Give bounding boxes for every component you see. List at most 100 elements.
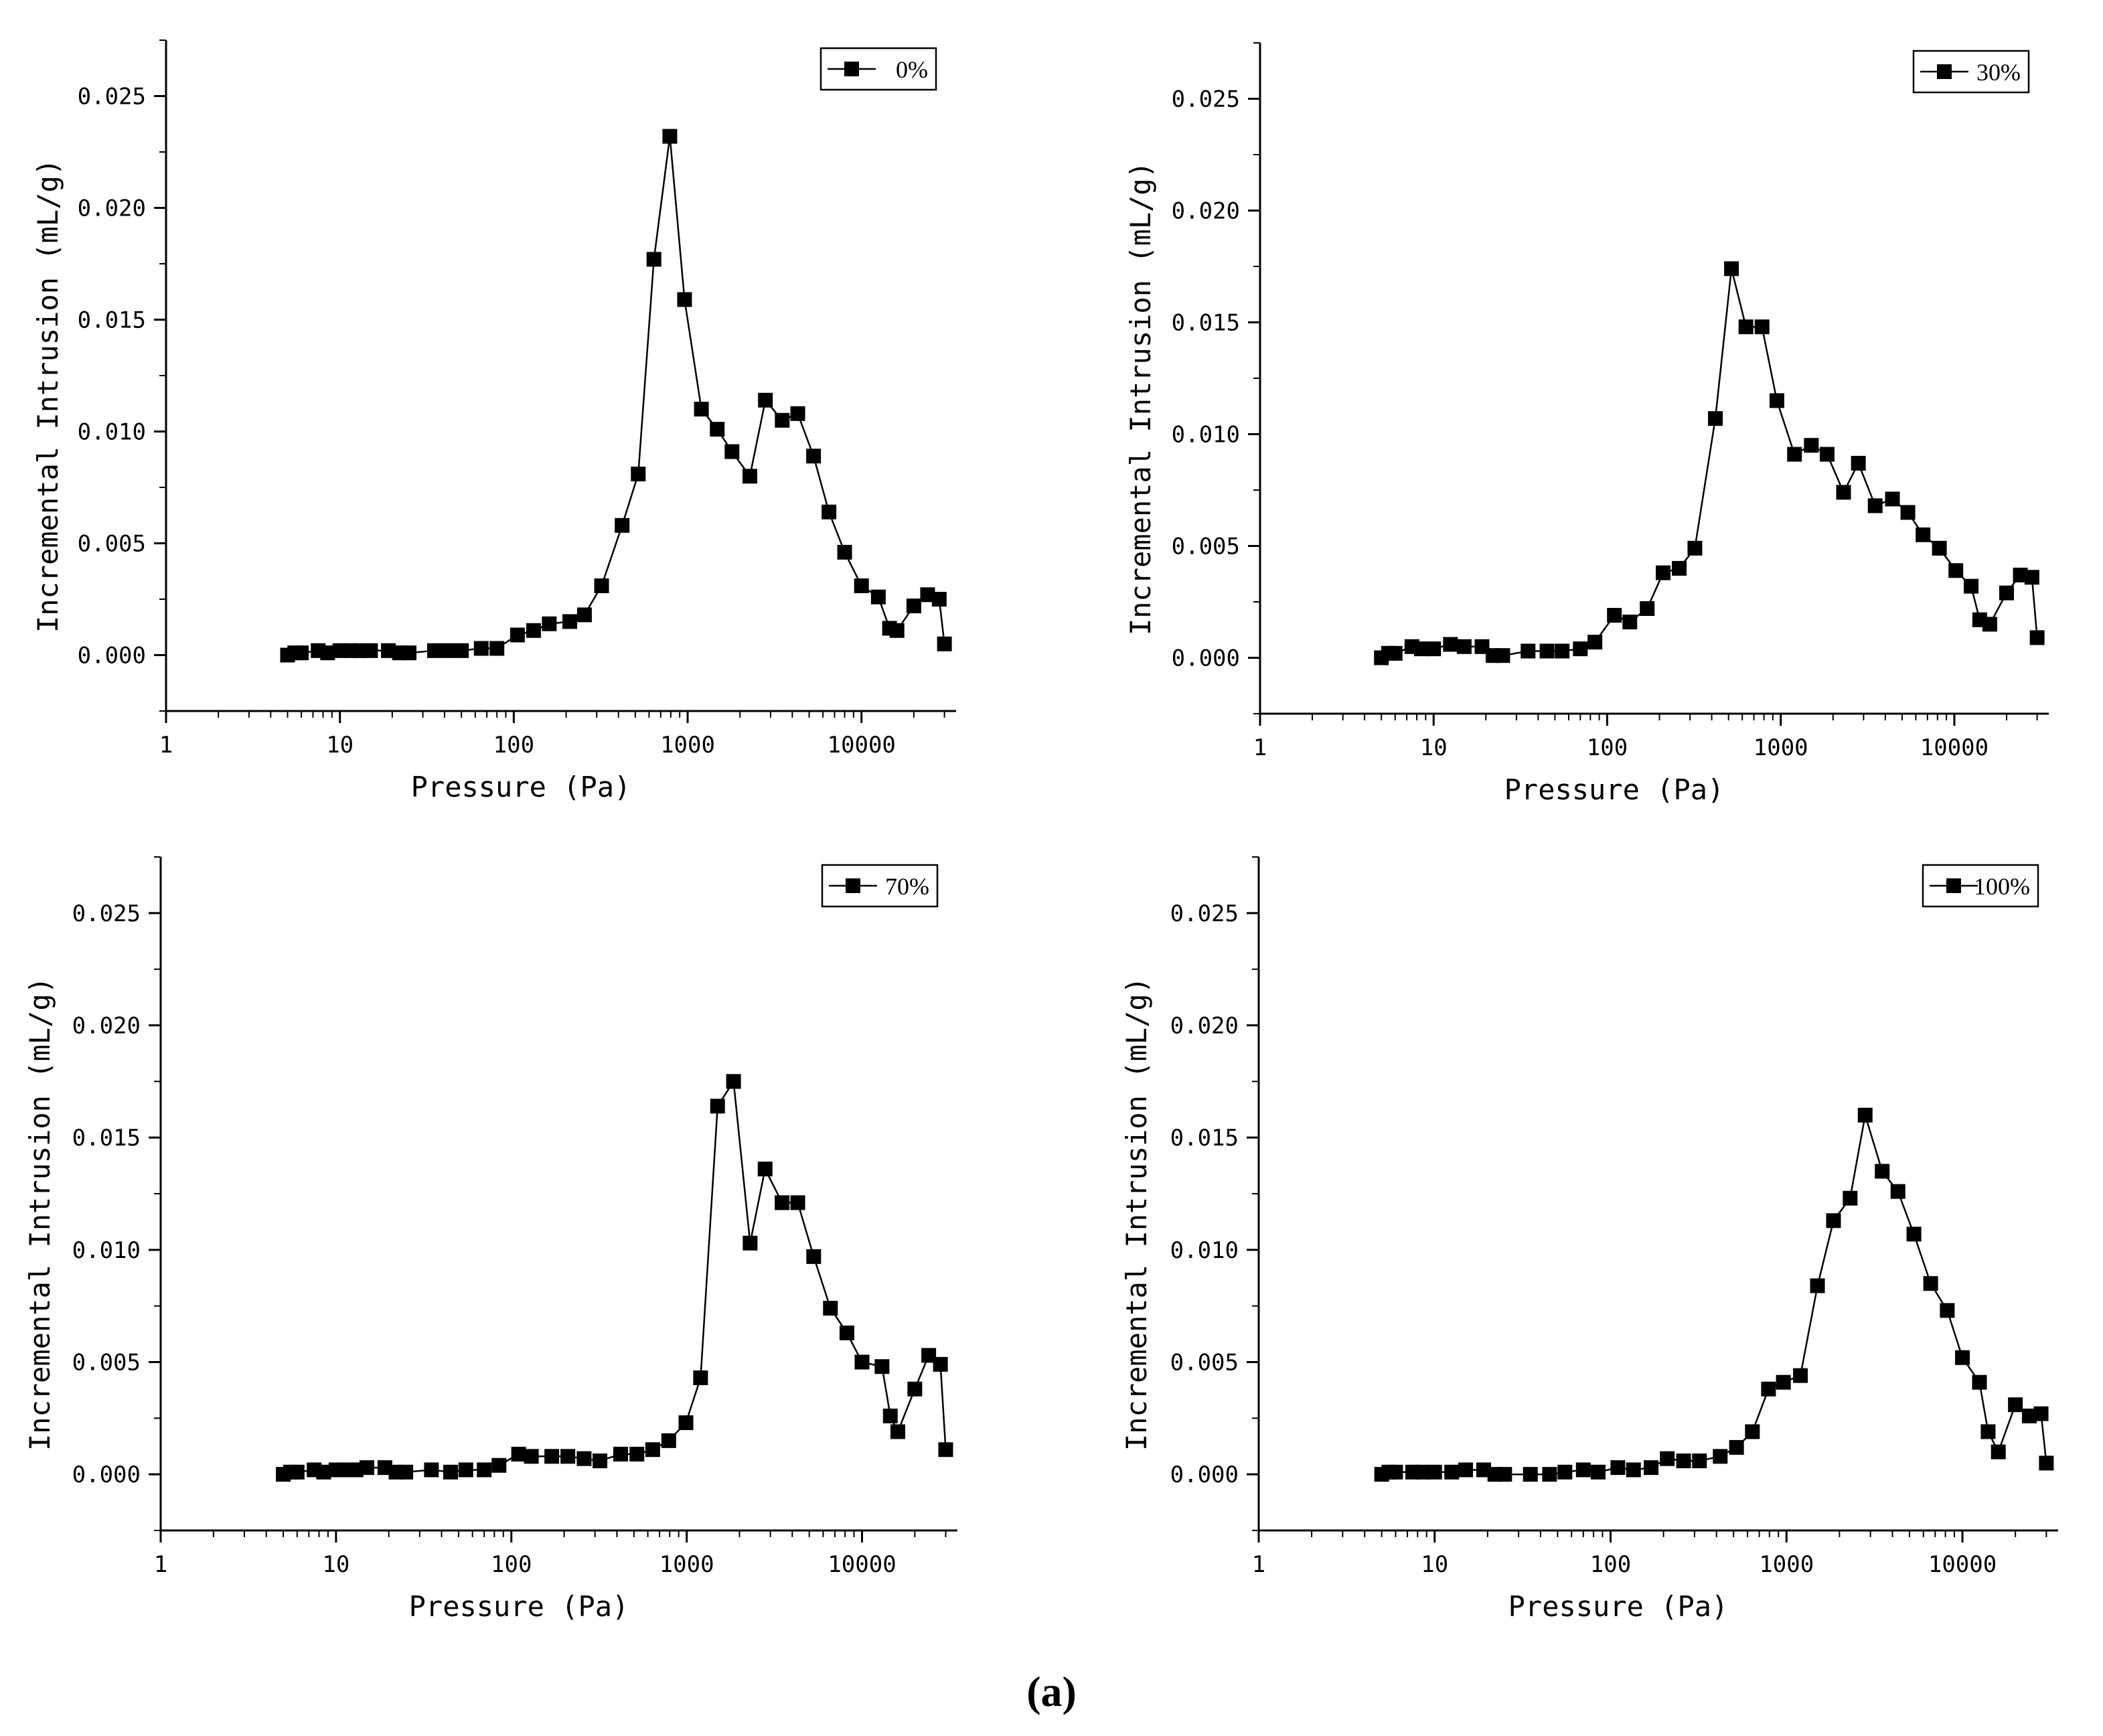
chart-panel-3: 1 10 100 1000 10000 0.000 0.005 0.010 0.015 0.020…: [23, 856, 957, 1623]
data-point: [758, 392, 773, 408]
data-point: [1826, 1213, 1841, 1229]
data-point: [1761, 1381, 1776, 1397]
data-point: [920, 587, 935, 603]
y-tick-label: 0.020: [1172, 198, 1240, 225]
data-point: [1539, 643, 1555, 659]
data-point: [1387, 645, 1403, 661]
data-point: [1964, 578, 1979, 594]
data-point: [2039, 1455, 2054, 1471]
data-point: [294, 645, 309, 661]
data-point: [724, 444, 740, 459]
data-point: [1542, 1467, 1557, 1482]
data-point: [889, 623, 905, 638]
x-tick-label: 10000: [1928, 1551, 1997, 1578]
data-point: [511, 1446, 526, 1462]
data-point: [2033, 1406, 2049, 1421]
x-tick-label: 10000: [1920, 734, 1989, 761]
data-point: [1940, 1303, 1955, 1318]
figure-caption: (a): [1026, 1668, 1077, 1715]
legend-marker: [846, 878, 860, 893]
data-point: [1836, 485, 1851, 500]
data-point: [1875, 1164, 1890, 1179]
data-point: [398, 1464, 414, 1480]
y-tick-label: 0.000: [1170, 1462, 1239, 1488]
data-point: [526, 623, 541, 638]
data-point: [1590, 1464, 1606, 1480]
y-tick-label: 0.000: [1172, 645, 1240, 672]
data-point: [1713, 1449, 1728, 1464]
data-point: [1804, 438, 1819, 453]
data-point: [544, 1449, 560, 1464]
data-point: [402, 645, 417, 661]
series-line: [1381, 1115, 2047, 1476]
data-point: [1497, 1467, 1512, 1482]
x-tick-label: 1: [154, 1551, 167, 1578]
data-point: [524, 1449, 539, 1464]
y-tick-label: 0.020: [1170, 1013, 1239, 1040]
data-point: [1413, 641, 1429, 657]
y-axis-title: Incremental Intrusion (mL/g): [1120, 977, 1153, 1451]
data-point: [1708, 411, 1723, 426]
x-axis-title: Pressure (Pa): [411, 771, 631, 803]
data-point: [933, 1356, 948, 1372]
data-point: [726, 1074, 741, 1089]
data-point: [1972, 1374, 1987, 1390]
data-point: [1900, 505, 1916, 520]
y-tick-label: 0.020: [72, 1013, 141, 1040]
data-point: [1999, 585, 2014, 601]
x-tick-label: 100: [493, 732, 534, 759]
data-point: [1776, 1374, 1791, 1390]
data-point: [1810, 1278, 1825, 1293]
legend-label: 30%: [1976, 59, 2021, 86]
data-point: [854, 1354, 870, 1370]
y-tick-label: 0.025: [72, 900, 141, 927]
data-point: [1427, 1464, 1442, 1480]
data-point: [454, 643, 469, 658]
x-tick-label: 1: [1253, 734, 1267, 761]
data-point: [1656, 565, 1671, 580]
data-point: [473, 641, 489, 656]
data-point: [1458, 1462, 1474, 1478]
legend-marker: [1946, 878, 1961, 893]
x-tick-label: 1000: [1754, 734, 1808, 761]
data-point: [1738, 319, 1754, 335]
data-point: [363, 643, 378, 658]
x-tick-label: 1: [159, 732, 173, 759]
data-point: [594, 578, 609, 593]
legend-marker: [1937, 64, 1952, 79]
data-point: [489, 641, 505, 656]
data-point: [1476, 1462, 1492, 1478]
data-point: [837, 544, 852, 560]
data-point: [662, 129, 678, 144]
data-point: [316, 1464, 331, 1480]
legend-label: 100%: [1974, 873, 2030, 900]
y-tick-label: 0.025: [1170, 900, 1239, 927]
data-point: [613, 1446, 628, 1462]
data-point: [870, 589, 886, 605]
data-point: [775, 412, 790, 428]
data-point: [693, 1370, 708, 1385]
chart-panel-4: 1 10 100 1000 10000 0.000 0.005 0.010 0.015 0.020…: [1120, 856, 2058, 1623]
data-point: [1456, 639, 1472, 654]
data-point: [593, 1453, 608, 1469]
data-point: [1672, 560, 1687, 576]
chart-panel-1: 1 10 100 1000 10000 0.000 0.005 0.010 0.015 0.020…: [31, 40, 956, 803]
data-point: [1622, 615, 1638, 630]
legend-marker: [844, 62, 859, 76]
data-point: [743, 1235, 758, 1251]
y-tick-label: 0.005: [1172, 534, 1240, 560]
data-point: [477, 1462, 492, 1478]
data-point: [710, 1099, 725, 1114]
data-point: [1557, 1464, 1573, 1480]
data-point: [1687, 540, 1703, 556]
data-point: [560, 1449, 576, 1464]
data-point: [931, 592, 947, 607]
chart-panel-2: 1 10 100 1000 10000 0.000 0.005 0.010 0.015 0.020…: [1124, 42, 2049, 806]
data-point: [2021, 1408, 2037, 1423]
data-point: [1644, 1460, 1659, 1476]
y-axis-title: Incremental Intrusion (mL/g): [23, 977, 56, 1451]
data-point: [629, 1446, 645, 1462]
y-tick-label: 0.015: [72, 1125, 141, 1152]
data-point: [1819, 447, 1835, 462]
